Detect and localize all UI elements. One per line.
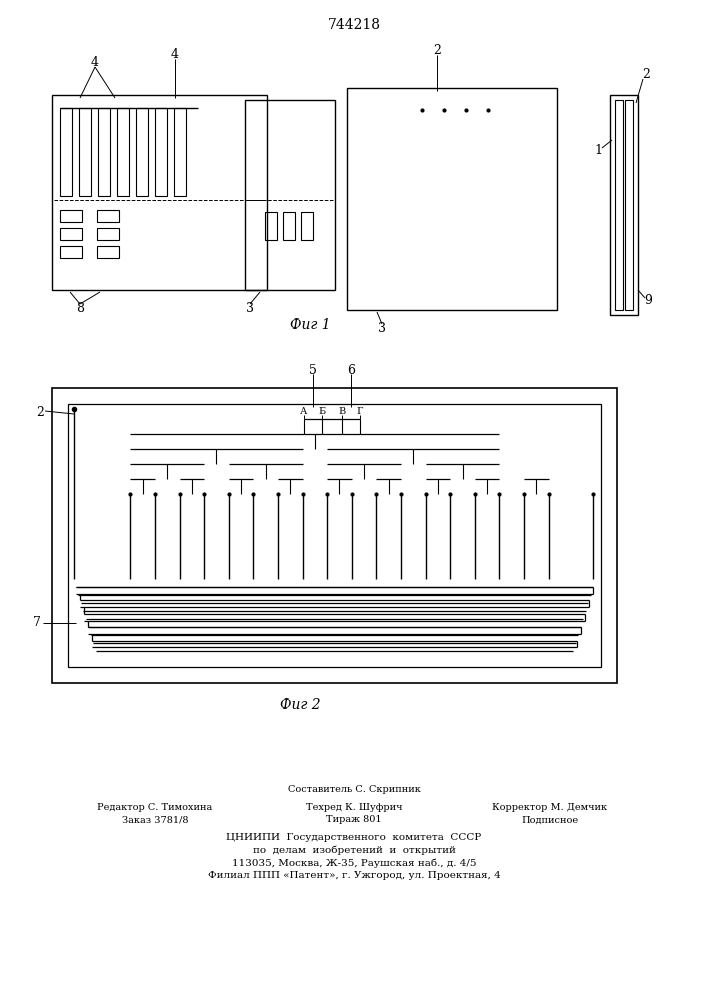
Text: 4: 4 — [91, 56, 99, 70]
Bar — [97, 246, 119, 258]
Text: Г: Г — [357, 406, 363, 416]
Text: 9: 9 — [644, 294, 652, 306]
Bar — [301, 212, 313, 240]
Text: 4: 4 — [171, 48, 179, 62]
Bar — [245, 100, 335, 290]
Text: 8: 8 — [76, 302, 84, 314]
Text: Корректор М. Демчик: Корректор М. Демчик — [493, 804, 607, 812]
Bar — [136, 108, 148, 196]
Text: 6: 6 — [347, 363, 355, 376]
Bar — [625, 100, 633, 310]
Bar — [60, 210, 82, 222]
Text: 7: 7 — [33, 616, 41, 630]
Text: Составитель С. Скрипник: Составитель С. Скрипник — [288, 786, 421, 794]
Bar — [60, 246, 82, 258]
Text: А: А — [300, 406, 308, 416]
Text: ЦНИИПИ  Государственного  комитета  СССР: ЦНИИПИ Государственного комитета СССР — [226, 832, 481, 842]
Bar — [615, 100, 623, 310]
Bar — [52, 388, 617, 683]
Text: Фиг 1: Фиг 1 — [290, 318, 330, 332]
Text: Техред К. Шуфрич: Техред К. Шуфрич — [305, 804, 402, 812]
Bar — [265, 212, 277, 240]
Text: 2: 2 — [433, 43, 441, 56]
Text: 2: 2 — [36, 406, 44, 420]
Text: по  делам  изобретений  и  открытий: по делам изобретений и открытий — [252, 845, 455, 855]
Bar — [97, 210, 119, 222]
Text: 3: 3 — [378, 322, 386, 334]
Bar — [117, 108, 129, 196]
Bar — [79, 108, 91, 196]
Bar — [155, 108, 167, 196]
Bar — [174, 108, 186, 196]
Bar — [283, 212, 295, 240]
Text: Тираж 801: Тираж 801 — [326, 816, 382, 824]
Text: 5: 5 — [309, 363, 317, 376]
Text: 113035, Москва, Ж-35, Раушская наб., д. 4/5: 113035, Москва, Ж-35, Раушская наб., д. … — [232, 858, 477, 868]
Bar — [98, 108, 110, 196]
Bar — [347, 88, 557, 310]
Bar — [60, 108, 72, 196]
Bar — [97, 228, 119, 240]
Text: Фиг 2: Фиг 2 — [280, 698, 320, 712]
Bar — [610, 95, 638, 315]
Bar — [60, 228, 82, 240]
Text: Б: Б — [318, 406, 326, 416]
Bar — [68, 404, 601, 667]
Text: Заказ 3781/8: Заказ 3781/8 — [122, 816, 188, 824]
Text: 744218: 744218 — [327, 18, 380, 32]
Text: Подписное: Подписное — [522, 816, 578, 824]
Text: Филиал ППП «Патент», г. Ужгород, ул. Проектная, 4: Филиал ППП «Патент», г. Ужгород, ул. Про… — [208, 871, 501, 880]
Text: 2: 2 — [642, 68, 650, 82]
Text: В: В — [339, 406, 346, 416]
Text: Редактор С. Тимохина: Редактор С. Тимохина — [98, 804, 213, 812]
Text: 1: 1 — [594, 143, 602, 156]
Text: 3: 3 — [246, 302, 254, 314]
Bar — [52, 95, 267, 290]
